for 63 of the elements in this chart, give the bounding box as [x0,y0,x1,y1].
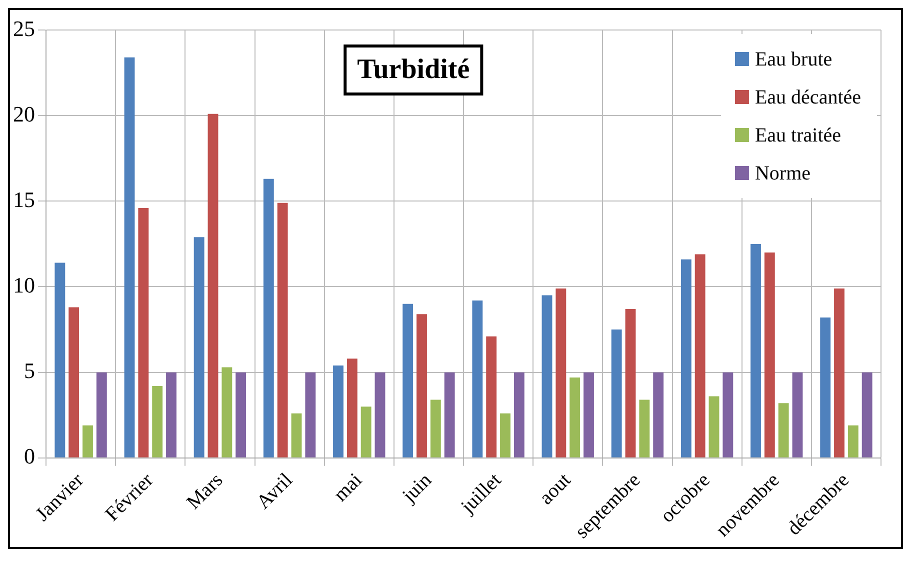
bar [680,259,692,458]
legend-label: Norme [754,162,811,184]
bar [277,202,288,458]
bar [263,178,274,458]
bar [764,252,775,458]
bar [486,336,497,458]
bar [416,314,427,458]
bar [430,400,441,458]
y-tick-label: 20 [13,101,35,126]
bar [792,372,803,458]
bar [625,309,636,458]
bar [305,372,316,458]
y-tick-label: 25 [13,16,35,41]
legend-label: Eau brute [754,48,832,70]
y-tick-label: 10 [13,272,35,298]
bar [639,400,650,458]
bar [500,413,510,458]
bar [611,330,622,458]
bar [124,57,135,458]
x-tick-label: Mars [182,468,228,514]
bar [402,304,414,458]
bar [333,365,344,458]
bar [208,114,218,458]
bar [68,307,80,458]
bar [542,295,552,458]
bar [444,372,455,458]
bar [346,358,358,458]
x-tick-label: mai [330,468,367,506]
text: Turbidité [357,54,470,86]
bar [236,372,246,458]
bar [166,372,176,458]
bar [152,386,163,458]
y-tick-label: 15 [13,186,35,212]
bar [222,367,232,458]
legend-label: Eau décantée [754,86,862,108]
bar [694,254,706,458]
bar [570,377,580,458]
bar [138,208,149,458]
bar [862,372,872,458]
y-tick-label: 5 [24,358,35,384]
bar [96,372,107,458]
bar [778,403,789,458]
bar [750,244,761,458]
bar [472,300,483,458]
bar [194,237,204,458]
bar [374,372,386,458]
bar [722,372,734,458]
bar [360,406,372,458]
bar [584,372,594,458]
bar [820,318,831,458]
legend-label: Eau traitée [754,124,842,146]
bar [291,413,302,458]
bar [653,372,664,458]
x-tick-label: juin [398,469,436,508]
bar [848,425,858,458]
bar [54,262,66,458]
bar [514,372,524,458]
bar [834,288,844,458]
bar [82,425,93,458]
bar [556,288,566,458]
bar [708,396,720,458]
y-tick-label: 0 [24,444,35,469]
x-tick-label: aout [535,468,576,509]
